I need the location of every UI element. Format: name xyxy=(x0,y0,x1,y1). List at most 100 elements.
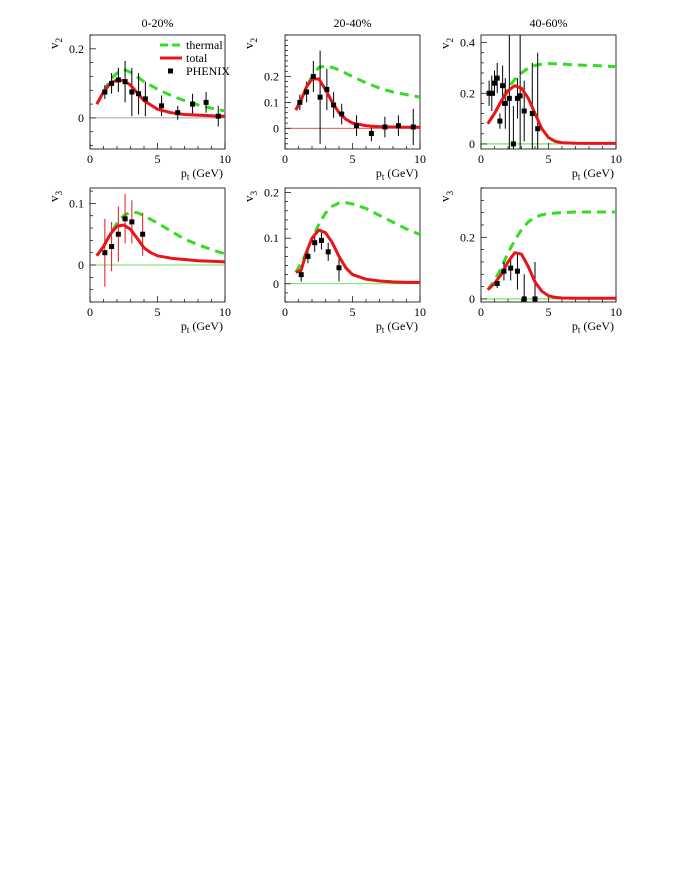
phenix-point xyxy=(339,111,345,117)
y-axis-label: v3 xyxy=(241,191,260,203)
phenix-point xyxy=(331,102,337,108)
phenix-point xyxy=(312,240,318,246)
y-axis-label-text: v3 xyxy=(46,191,65,203)
phenix-point xyxy=(298,272,304,278)
total-curve xyxy=(486,251,616,300)
y-tick-label: 0 xyxy=(273,277,279,291)
x-axis-label: pt (GeV) xyxy=(181,166,223,182)
phenix-point xyxy=(500,83,506,89)
phenix-point xyxy=(129,219,135,225)
phenix-point xyxy=(492,80,497,86)
phenix-point xyxy=(521,108,527,114)
x-axis-label: pt (GeV) xyxy=(572,166,614,182)
y-axis-label: v3 xyxy=(437,191,456,203)
phenix-point xyxy=(115,231,121,237)
phenix-point xyxy=(535,126,541,132)
y-tick-label: 0.4 xyxy=(460,36,475,50)
x-tick-label: 10 xyxy=(219,305,231,319)
phenix-point xyxy=(136,91,142,97)
y-axis-label: v2 xyxy=(437,38,456,50)
x-tick-label: 0 xyxy=(87,152,93,166)
y-tick-label: 0.1 xyxy=(69,196,84,210)
x-tick-label: 10 xyxy=(414,152,426,166)
phenix-point xyxy=(310,73,316,79)
phenix-point xyxy=(122,79,128,85)
thermal-curve xyxy=(294,201,420,274)
y-tick-label: 0.2 xyxy=(264,69,279,83)
phenix-point xyxy=(215,113,221,119)
x-tick-label: 10 xyxy=(610,152,622,166)
phenix-point xyxy=(203,99,209,105)
phenix-point xyxy=(382,124,388,130)
x-tick-label: 5 xyxy=(546,305,552,319)
phenix-point xyxy=(506,95,512,101)
plot-area xyxy=(294,50,420,146)
thermal-curve xyxy=(486,210,616,291)
y-axis-label: v2 xyxy=(241,38,260,50)
phenix-point xyxy=(489,90,495,96)
legend-phenix-swatch xyxy=(168,68,173,74)
phenix-point xyxy=(317,94,323,100)
x-tick-label: 10 xyxy=(414,305,426,319)
y-axis-label-text: v2 xyxy=(46,38,65,50)
phenix-point xyxy=(514,95,520,101)
phenix-point xyxy=(510,141,516,147)
phenix-point xyxy=(159,103,165,109)
plot-area xyxy=(486,35,616,149)
legend-total-label: total xyxy=(186,51,208,65)
panel-title: 0-20% xyxy=(142,16,174,30)
x-tick-label: 0 xyxy=(282,305,288,319)
plot-area xyxy=(486,210,616,302)
phenix-point xyxy=(410,124,416,130)
total-curve xyxy=(295,228,420,284)
y-axis-label-text: v3 xyxy=(437,191,456,203)
y-tick-label: 0.2 xyxy=(460,86,475,100)
plot-area xyxy=(95,60,225,127)
x-axis-label: pt (GeV) xyxy=(181,319,223,335)
y-tick-label: 0 xyxy=(469,292,475,306)
x-tick-label: 10 xyxy=(610,305,622,319)
phenix-point xyxy=(140,231,146,237)
phenix-point xyxy=(494,281,500,287)
phenix-point xyxy=(494,75,500,81)
y-axis-label: v3 xyxy=(46,191,65,203)
phenix-point xyxy=(129,89,135,95)
plot-area xyxy=(95,194,225,287)
phenix-point xyxy=(486,90,492,96)
plot-area xyxy=(294,201,420,284)
chart-panel-3: 0 5 10 0 0.2 0.4 40-60% v2 pt (GeV) xyxy=(437,16,622,182)
legend-phenix-label: PHENIX xyxy=(186,64,230,78)
panel-title: 20-40% xyxy=(334,16,372,30)
y-tick-label: 0.2 xyxy=(460,230,475,244)
phenix-point xyxy=(305,253,311,259)
chart-panel-5: 0 5 10 0 0.1 0.2 v3 pt (GeV) xyxy=(241,186,426,335)
phenix-point xyxy=(115,77,121,83)
x-tick-label: 5 xyxy=(350,152,356,166)
y-axis-label-text: v2 xyxy=(437,38,456,50)
panel-title: 40-60% xyxy=(530,16,568,30)
y-tick-label: 0 xyxy=(78,111,84,125)
phenix-point xyxy=(517,93,523,99)
x-tick-label: 0 xyxy=(478,305,484,319)
y-tick-label: 0.2 xyxy=(264,186,279,200)
y-tick-label: 0 xyxy=(273,121,279,135)
x-tick-label: 0 xyxy=(282,152,288,166)
x-axis-label: pt (GeV) xyxy=(376,166,418,182)
chart-panel-2: 0 5 10 0 0.1 0.2 20-40% v2 pt (GeV) xyxy=(241,16,426,182)
x-tick-label: 0 xyxy=(478,152,484,166)
phenix-point xyxy=(508,265,514,271)
thermal-curve xyxy=(294,64,420,111)
phenix-point xyxy=(122,216,128,222)
x-tick-label: 5 xyxy=(546,152,552,166)
y-axis-label-text: v2 xyxy=(241,38,260,50)
phenix-point xyxy=(175,110,181,116)
legend-thermal-label: thermal xyxy=(186,38,223,52)
y-tick-label: 0.1 xyxy=(264,231,279,245)
phenix-point xyxy=(354,123,360,129)
phenix-point xyxy=(297,99,303,105)
plot-frame xyxy=(480,187,617,303)
thermal-curve xyxy=(95,210,225,257)
y-axis-label-text: v3 xyxy=(241,191,260,203)
phenix-point xyxy=(529,111,535,117)
